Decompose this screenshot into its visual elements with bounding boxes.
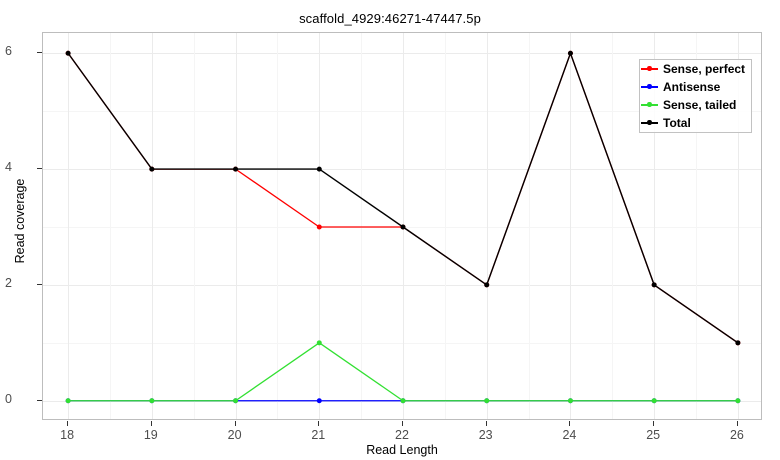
- y-tick-mark: [37, 283, 42, 285]
- gridline-vertical-minor: [193, 33, 195, 419]
- gridline-horizontal-major: [43, 284, 761, 286]
- data-point: [149, 398, 155, 404]
- gridline-horizontal-major: [43, 169, 761, 171]
- legend-point-icon: [647, 84, 652, 89]
- data-point: [233, 398, 239, 404]
- legend-item-label: Sense, perfect: [663, 62, 746, 76]
- gridline-vertical-major: [486, 33, 488, 419]
- gridline-vertical-major: [570, 33, 572, 419]
- gridline-vertical-minor: [612, 33, 614, 419]
- gridline-vertical-minor: [361, 33, 363, 419]
- data-point: [316, 398, 322, 404]
- x-tick-label: 22: [395, 428, 409, 442]
- legend-point-icon: [647, 120, 652, 125]
- data-point: [567, 50, 573, 56]
- gridline-vertical-major: [68, 33, 70, 419]
- gridline-vertical-major: [654, 33, 656, 419]
- legend: Sense, perfect Antisense Sense, tailed Tota…: [639, 59, 753, 133]
- gridline-horizontal-minor: [43, 342, 761, 344]
- gridline-vertical-minor: [444, 33, 446, 419]
- page-title: scaffold_4929:46271-47447.5p: [299, 11, 481, 26]
- x-tick-mark: [569, 421, 571, 426]
- x-tick-label: 21: [311, 428, 326, 442]
- legend-point-icon: [647, 102, 652, 107]
- legend-item-label: Total: [663, 116, 691, 130]
- x-tick-label: 25: [646, 428, 661, 442]
- legend-item-label: Antisense: [663, 80, 721, 94]
- gridline-vertical-minor: [110, 33, 111, 419]
- y-tick-label: 0: [5, 391, 12, 406]
- x-tick-mark: [485, 421, 487, 426]
- data-point: [316, 166, 322, 172]
- series-total: [65, 50, 741, 346]
- data-point: [316, 224, 322, 230]
- legend-item-label: Sense, tailed: [663, 98, 737, 112]
- data-point: [567, 398, 573, 404]
- data-point: [735, 340, 741, 346]
- legend-key-swatch: [640, 114, 659, 132]
- data-point: [233, 166, 239, 172]
- data-point: [400, 224, 406, 230]
- data-point: [400, 398, 406, 404]
- gridline-vertical-minor: [277, 33, 279, 419]
- data-point: [651, 282, 657, 288]
- x-tick-label: 26: [729, 428, 744, 442]
- x-tick-label: 19: [143, 428, 158, 442]
- data-point: [651, 398, 657, 404]
- legend-point-icon: [647, 66, 652, 71]
- x-tick-label: 18: [60, 428, 75, 442]
- x-tick-mark: [150, 421, 152, 426]
- legend-key-swatch: [640, 78, 659, 96]
- data-point: [484, 398, 490, 404]
- x-tick-mark: [402, 421, 403, 426]
- x-tick-label: 20: [227, 428, 242, 442]
- x-tick-mark: [653, 421, 655, 426]
- x-tick-label: 24: [562, 428, 577, 442]
- gridline-vertical-major: [235, 33, 237, 419]
- y-tick-mark: [37, 168, 42, 170]
- y-tick-label: 4: [5, 160, 12, 175]
- gridline-vertical-minor: [696, 33, 697, 419]
- data-point: [484, 282, 490, 288]
- gridline-horizontal-major: [43, 53, 761, 55]
- data-point: [65, 50, 71, 56]
- gridline-vertical-major: [151, 33, 153, 419]
- data-point: [149, 166, 155, 172]
- x-tick-mark: [318, 421, 320, 426]
- y-tick-mark: [37, 399, 42, 401]
- x-tick-mark: [736, 421, 738, 426]
- gridline-horizontal-minor: [43, 111, 761, 113]
- legend-key-swatch: [640, 96, 659, 114]
- legend-item: Sense, perfect: [640, 60, 751, 78]
- x-tick-mark: [67, 421, 69, 426]
- data-series-layer: [65, 50, 741, 404]
- y-tick-label: 6: [5, 44, 12, 59]
- series-line: [68, 342, 738, 402]
- data-point: [316, 340, 322, 346]
- x-tick-mark: [234, 421, 236, 426]
- y-tick-mark: [37, 52, 42, 54]
- data-point: [65, 398, 71, 404]
- series-line: [67, 51, 739, 344]
- x-axis-title: Read Length: [366, 443, 438, 457]
- legend-item: Antisense: [640, 78, 751, 96]
- legend-item: Sense, tailed: [640, 96, 751, 114]
- y-axis-title: Read coverage: [13, 178, 27, 264]
- legend-key-swatch: [640, 60, 659, 78]
- x-tick-label: 23: [478, 428, 493, 442]
- series-line: [67, 51, 739, 344]
- y-tick-label: 2: [5, 275, 12, 290]
- gridline-vertical-major: [737, 33, 739, 419]
- series-sense-tailed: [65, 340, 741, 404]
- data-point: [735, 398, 741, 404]
- legend-item: Total: [640, 114, 751, 132]
- gridline-vertical-minor: [528, 33, 530, 419]
